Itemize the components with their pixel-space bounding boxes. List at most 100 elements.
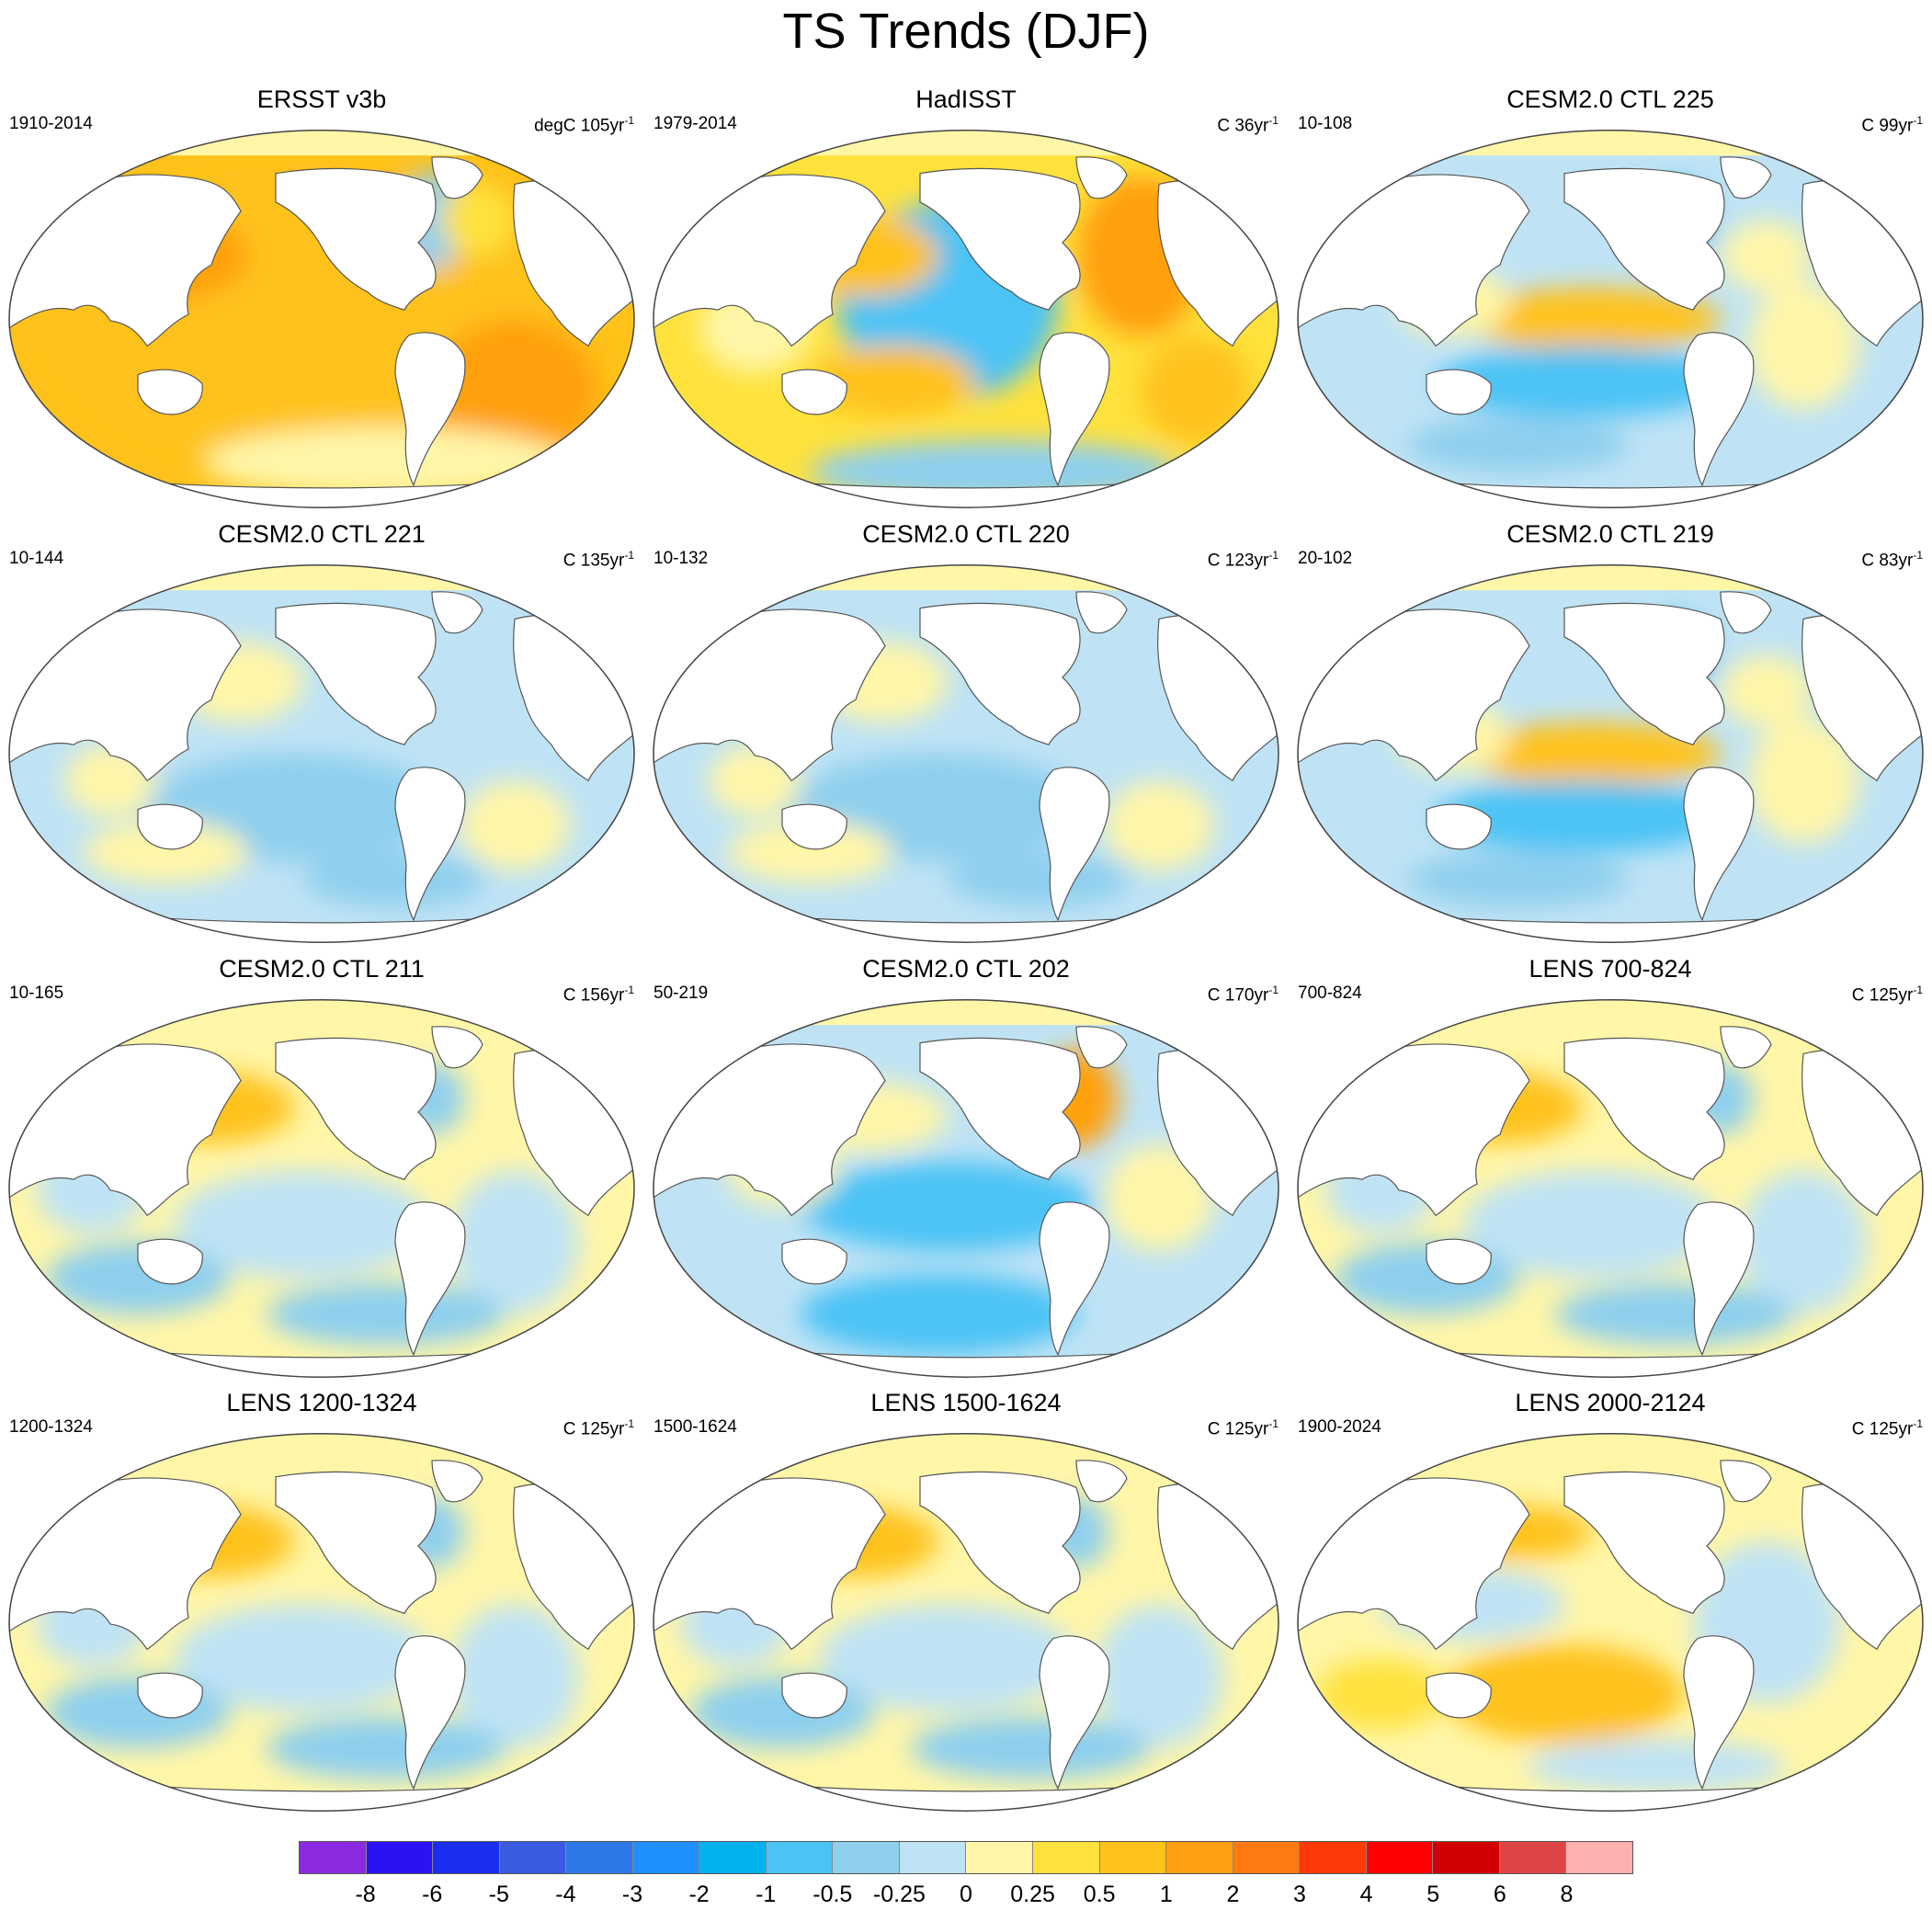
map-border — [653, 999, 1279, 1378]
trend-anomaly-region — [801, 1161, 1095, 1252]
trend-anomaly-region — [1316, 1658, 1445, 1731]
landmass — [1683, 1635, 1755, 1791]
panel-title: CESM2.0 CTL 202 — [862, 955, 1070, 983]
colorbar-swatch — [1099, 1842, 1167, 1873]
arctic-region — [9, 1433, 634, 1460]
map-panel: CESM2.0 CTL 220 10-132 C 123yr-1 — [644, 519, 1288, 951]
colorbar-swatch — [899, 1842, 967, 1873]
landmass — [1563, 167, 1725, 311]
trend-map — [8, 564, 635, 943]
colorbar-swatch — [766, 1842, 834, 1873]
landmass — [1075, 1026, 1128, 1069]
map-panel: CESM2.0 CTL 225 10-108 C 99yr-1 — [1289, 85, 1932, 517]
landmass — [275, 167, 437, 311]
colorbar-swatch — [966, 1842, 1034, 1873]
panel-title: CESM2.0 CTL 221 — [218, 520, 426, 548]
panel-title: HadISST — [915, 85, 1017, 113]
landmass — [1683, 1201, 1755, 1357]
map-panel: CESM2.0 CTL 202 50-219 C 170yr-1 — [644, 954, 1288, 1386]
arctic-region — [653, 130, 1279, 156]
map-panel: ERSST v3b 1910-2014 degC 105yr-1 — [0, 85, 643, 517]
colorbar-tick-label: 0 — [960, 1882, 972, 1907]
trend-anomaly-region — [1141, 336, 1251, 445]
colorbar-swatch — [1033, 1842, 1100, 1873]
panel-units: degC 105yr-1 — [534, 108, 634, 138]
arctic-region — [9, 130, 634, 156]
map-panel: CESM2.0 CTL 221 10-144 C 135yr-1 — [0, 519, 643, 951]
trend-anomaly-region — [450, 1170, 579, 1314]
landmass — [431, 1460, 483, 1503]
map-border — [1297, 1433, 1924, 1812]
panel-units: C 123yr-1 — [1208, 543, 1279, 573]
trend-anomaly-region — [1555, 1282, 1794, 1347]
landmass — [1683, 767, 1755, 922]
landmass — [394, 332, 466, 487]
map-border — [8, 130, 635, 508]
panel-units-exponent: -1 — [624, 114, 634, 127]
panel-period: 1500-1624 — [653, 1417, 737, 1437]
panel-units-text: degC 105yr — [534, 116, 625, 136]
colorbar-tick-label: 5 — [1426, 1882, 1440, 1907]
landmass — [431, 1026, 483, 1069]
colorbar-swatch — [1166, 1842, 1233, 1873]
panel-units-text: C 83yr — [1861, 551, 1914, 571]
landmass — [275, 602, 437, 745]
colorbar-swatch — [1499, 1842, 1567, 1873]
panel-units: C 83yr-1 — [1861, 543, 1923, 573]
panel-period: 700-824 — [1298, 983, 1362, 1003]
landmass — [1426, 1238, 1492, 1285]
trend-anomaly-region — [175, 1604, 432, 1712]
landmass — [781, 1238, 847, 1285]
panel-units-text: C 99yr — [1861, 116, 1914, 136]
landmass — [1298, 608, 1530, 782]
arctic-region — [653, 999, 1279, 1026]
panel-period: 1979-2014 — [653, 114, 737, 133]
arctic-region — [1298, 564, 1923, 591]
landmass — [394, 1635, 466, 1791]
landmass — [1298, 1477, 1530, 1651]
panel-units: C 36yr-1 — [1217, 108, 1279, 138]
colorbar-tick-label: 8 — [1560, 1882, 1574, 1907]
landmass — [9, 174, 242, 347]
map-border — [8, 1433, 635, 1812]
panel-units: C 125yr-1 — [1208, 1412, 1279, 1441]
landmass — [781, 1672, 847, 1719]
map-border — [653, 130, 1279, 508]
colorbar-tick-label: -4 — [555, 1882, 576, 1907]
colorbar-swatch — [433, 1842, 500, 1873]
trend-anomaly-region — [727, 821, 892, 884]
landmass — [137, 803, 203, 850]
panel-units: C 125yr-1 — [563, 1412, 634, 1441]
panel-title: LENS 1500-1624 — [870, 1389, 1062, 1416]
colorbar — [299, 1841, 1633, 1874]
landmass — [394, 767, 466, 922]
landmass — [1563, 1471, 1725, 1614]
trend-map — [8, 1433, 635, 1812]
panel-units-exponent: -1 — [624, 1417, 634, 1430]
arctic-region — [9, 999, 634, 1026]
colorbar-swatch — [833, 1842, 900, 1873]
colorbar-tick-label: -5 — [488, 1882, 509, 1907]
trend-anomaly-region — [175, 1170, 432, 1279]
trend-anomaly-region — [267, 1716, 506, 1780]
arctic-region — [1298, 1433, 1923, 1460]
panel-units: C 135yr-1 — [563, 543, 634, 573]
trend-anomaly-region — [1408, 417, 1629, 472]
landmass — [653, 1477, 886, 1651]
trend-map — [1297, 1433, 1924, 1812]
trend-anomaly-region — [1748, 717, 1858, 844]
map-border — [1297, 999, 1924, 1378]
panel-units-text: C 123yr — [1207, 551, 1269, 571]
trend-anomaly-region — [1721, 654, 1813, 727]
panel-period: 50-219 — [653, 983, 709, 1003]
trend-anomaly-region — [1463, 287, 1721, 351]
landmass — [431, 591, 483, 634]
landmass — [1426, 803, 1492, 850]
map-panel: LENS 1500-1624 1500-1624 C 125yr-1 — [644, 1388, 1288, 1820]
trend-anomaly-region — [1095, 1604, 1223, 1748]
map-panel: CESM2.0 CTL 211 10-165 C 156yr-1 — [0, 954, 643, 1386]
landmass — [653, 1043, 886, 1217]
panel-units-exponent: -1 — [1913, 114, 1923, 127]
landmass — [653, 174, 886, 347]
trend-anomaly-region — [450, 1604, 579, 1748]
